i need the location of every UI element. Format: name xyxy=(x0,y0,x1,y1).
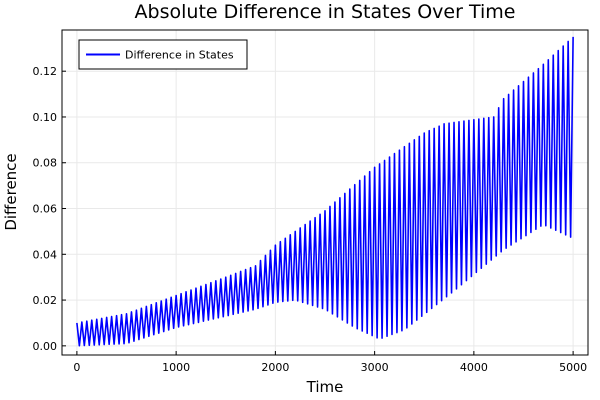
y-tick-label: 0.08 xyxy=(33,157,58,170)
chart-title: Absolute Difference in States Over Time xyxy=(135,1,516,23)
x-tick-label: 2000 xyxy=(261,361,289,374)
plot-frame xyxy=(61,29,589,356)
y-axis-label: Difference xyxy=(2,153,20,230)
x-tick-label: 5000 xyxy=(559,361,587,374)
y-tick-label: 0.12 xyxy=(33,65,58,78)
x-tick-label: 0 xyxy=(73,361,80,374)
legend: Difference in States xyxy=(78,39,248,70)
series-line xyxy=(76,36,574,347)
y-tick-label: 0.00 xyxy=(33,340,58,353)
x-axis-label: Time xyxy=(306,378,344,396)
gridlines xyxy=(62,30,588,355)
x-axis-ticks: 0 1000 2000 3000 4000 5000 xyxy=(73,351,587,374)
x-tick-label: 3000 xyxy=(361,361,389,374)
y-tick-label: 0.06 xyxy=(33,203,58,216)
legend-label: Difference in States xyxy=(125,49,234,62)
y-tick-label: 0.02 xyxy=(33,294,58,307)
y-tick-label: 0.10 xyxy=(33,111,58,124)
y-tick-label: 0.04 xyxy=(33,248,58,261)
y-axis-ticks: 0.00 0.02 0.04 0.06 0.08 0.10 0.12 xyxy=(33,65,66,353)
x-tick-label: 1000 xyxy=(162,361,190,374)
series-layer xyxy=(76,36,574,347)
x-tick-label: 4000 xyxy=(460,361,488,374)
